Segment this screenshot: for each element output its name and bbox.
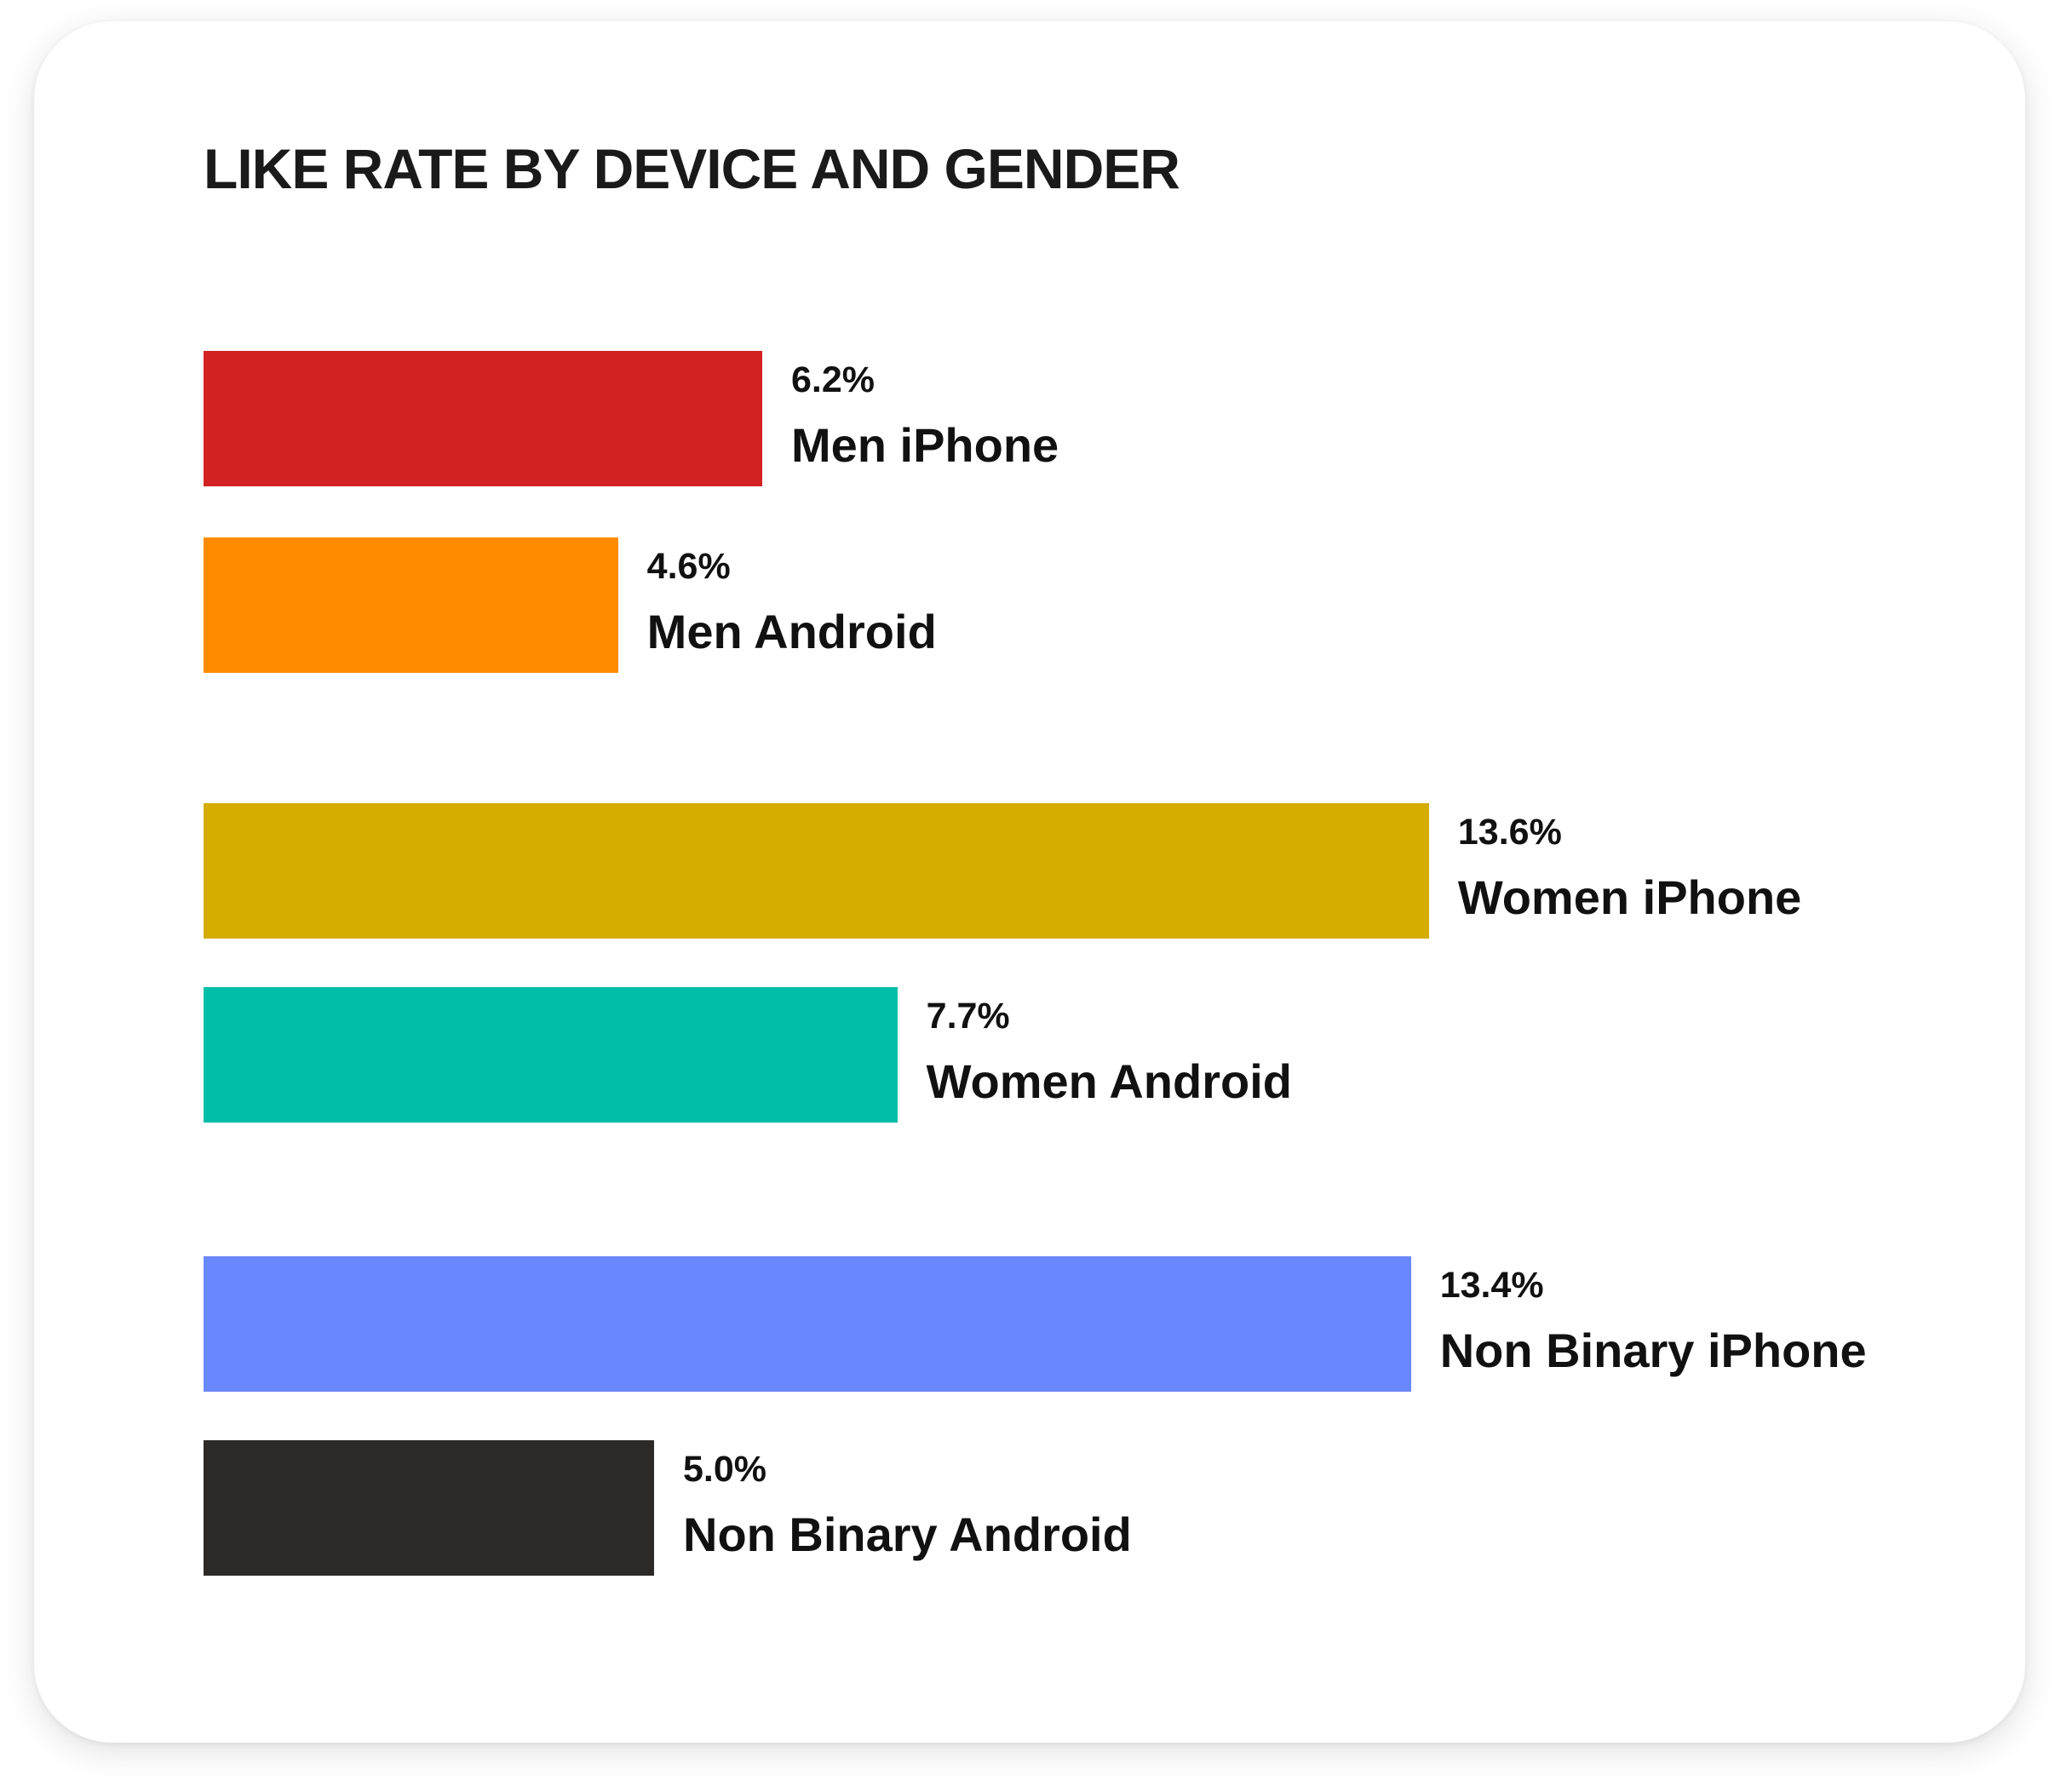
bar-4 <box>204 1256 1411 1392</box>
category-label: Women iPhone <box>1457 870 1802 924</box>
bar-1 <box>204 537 618 673</box>
category-label: Men iPhone <box>790 418 1059 472</box>
bar-0 <box>204 351 762 486</box>
value-label: 13.4% <box>1439 1265 1544 1306</box>
bar-5 <box>204 1440 654 1576</box>
chart-title: LIKE RATE BY DEVICE AND GENDER <box>204 137 1180 200</box>
value-label: 7.7% <box>926 996 1010 1037</box>
bar-3 <box>204 987 898 1123</box>
value-label: 13.6% <box>1457 812 1562 853</box>
value-label: 5.0% <box>683 1449 767 1490</box>
value-label: 6.2% <box>790 359 875 400</box>
value-label: 4.6% <box>646 546 731 587</box>
category-label: Non Binary iPhone <box>1439 1324 1867 1377</box>
category-label: Men Android <box>646 605 937 658</box>
bar-2 <box>204 803 1429 939</box>
category-label: Non Binary Android <box>683 1508 1132 1561</box>
category-label: Women Android <box>926 1054 1292 1108</box>
